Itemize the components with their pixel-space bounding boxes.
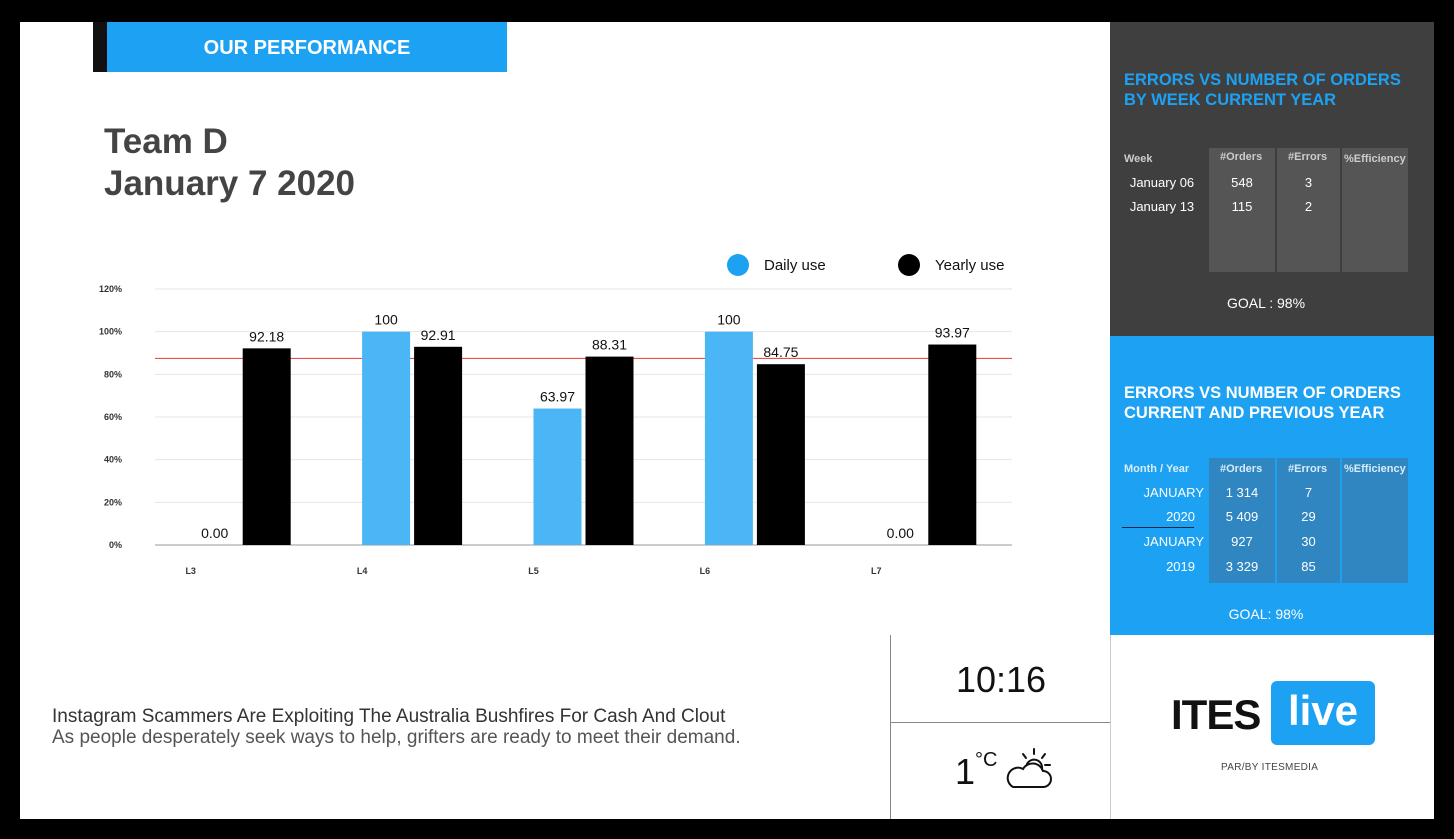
legend-yearly-label: Yearly use <box>935 256 1005 274</box>
temperature-unit: °C <box>975 749 998 771</box>
header-accent-bar <box>93 22 107 72</box>
report-date: January 7 2020 <box>104 164 356 203</box>
bar-daily <box>362 331 411 545</box>
news-headline: Instagram Scammers Are Exploiting The Au… <box>52 706 726 727</box>
data-label: 84.75 <box>763 344 798 360</box>
orders-column-bg <box>1209 148 1275 272</box>
weekly-errors-panel: ERRORS VS NUMBER OF ORDERS BY WEEK CURRE… <box>1110 22 1434 336</box>
bar-daily <box>533 408 582 545</box>
temperature-value: 1 <box>955 751 976 792</box>
table-cell-orders: 5 409 <box>1225 509 1259 524</box>
table-cell-orders: 927 <box>1231 534 1253 549</box>
bar-daily <box>704 331 753 545</box>
table-cell-orders: 115 <box>1231 199 1253 214</box>
weather-widget: 1 °C <box>890 723 1111 819</box>
partly-cloudy-icon <box>1006 748 1052 788</box>
section-tag: OUR PERFORMANCE <box>107 22 507 72</box>
logo-wordmark: ITES <box>1171 691 1261 738</box>
header-errors: #Errors <box>1288 151 1328 163</box>
data-label: 92.91 <box>421 327 456 343</box>
bar-yearly <box>414 346 463 545</box>
efficiency-column-bg <box>1342 148 1408 272</box>
data-label: 92.18 <box>249 328 284 344</box>
data-label: 93.97 <box>935 325 970 341</box>
table-cell-year: 2020 <box>1166 509 1195 524</box>
header-efficiency: %Efficiency <box>1344 153 1406 165</box>
brand-logo-panel: ITES live PAR/BY ITESMEDIA <box>1110 635 1434 819</box>
x-tick-label: L5 <box>528 566 539 576</box>
x-tick-label: L3 <box>185 566 196 576</box>
data-label: 100 <box>374 312 398 328</box>
table-cell-orders: 3 329 <box>1225 559 1259 574</box>
header-orders: #Orders <box>1220 151 1263 163</box>
y-tick-label: 120% <box>99 284 122 294</box>
news-subheadline: As people desperately seek ways to help,… <box>52 727 741 748</box>
orders-column-bg <box>1209 458 1275 583</box>
table-cell-month: JANUARY <box>1143 485 1204 500</box>
yearly-goal: GOAL: 98% <box>1228 606 1304 622</box>
bar-yearly <box>585 356 634 545</box>
legend-yearly-swatch <box>898 254 920 276</box>
y-tick-label: 0% <box>109 540 122 550</box>
bar-yearly <box>756 364 805 545</box>
table-cell-errors: 29 <box>1301 509 1316 524</box>
dashboard-screen: OUR PERFORMANCE Team D January 7 2020 Da… <box>20 22 1434 819</box>
y-tick-label: 80% <box>104 369 122 379</box>
logo-live-badge: live <box>1271 681 1375 745</box>
legend-daily: Daily use <box>727 254 826 276</box>
bar-yearly <box>242 348 291 545</box>
y-tick-label: 60% <box>104 412 122 422</box>
data-label: 63.97 <box>540 389 575 405</box>
yearly-panel-title: ERRORS VS NUMBER OF ORDERS CURRENT AND P… <box>1124 384 1401 422</box>
header-errors: #Errors <box>1288 463 1328 475</box>
data-label: 0.00 <box>201 525 228 541</box>
data-label: 88.31 <box>592 337 627 353</box>
table-cell-week: January 06 <box>1129 175 1195 190</box>
team-title: Team D <box>104 122 228 161</box>
legend-daily-swatch <box>727 254 749 276</box>
row-divider <box>1122 527 1194 528</box>
table-cell-errors: 7 <box>1304 485 1313 500</box>
legend-yearly: Yearly use <box>898 254 1005 276</box>
y-tick-label: 20% <box>104 497 122 507</box>
header-efficiency: %Efficiency <box>1344 463 1406 475</box>
table-cell-errors: 30 <box>1301 534 1316 549</box>
header-month-year: Month / Year <box>1124 463 1190 475</box>
bar-yearly <box>928 344 977 545</box>
header-week: Week <box>1124 153 1153 165</box>
logo-tagline: PAR/BY ITESMEDIA <box>1221 762 1319 773</box>
errors-column-bg <box>1277 148 1340 272</box>
weekly-panel-title: ERRORS VS NUMBER OF ORDERS BY WEEK CURRE… <box>1124 71 1401 109</box>
legend-daily-label: Daily use <box>764 256 826 274</box>
x-tick-label: L4 <box>357 566 368 576</box>
clock-time: 10:16 <box>955 659 1047 700</box>
clock-widget: 10:16 <box>890 635 1111 723</box>
data-label: 0.00 <box>887 525 914 541</box>
x-tick-label: L6 <box>700 566 711 576</box>
table-cell-month: JANUARY <box>1143 534 1204 549</box>
yearly-errors-panel: ERRORS VS NUMBER OF ORDERS CURRENT AND P… <box>1110 336 1434 635</box>
performance-bar-chart: 0% 20% 40% 60% 80% 100% 120% 0.00 92.18 L3 100 92.9… <box>99 284 1012 576</box>
weekly-goal: GOAL : 98% <box>1226 295 1306 311</box>
table-cell-year: 2019 <box>1166 559 1195 574</box>
y-tick-label: 40% <box>104 455 122 465</box>
table-cell-orders: 548 <box>1231 175 1253 190</box>
data-label: 100 <box>717 312 741 328</box>
errors-column-bg <box>1277 458 1340 583</box>
efficiency-column-bg <box>1342 458 1408 583</box>
table-cell-errors: 85 <box>1301 559 1316 574</box>
y-tick-label: 100% <box>99 327 122 337</box>
table-cell-orders: 1 314 <box>1225 485 1259 500</box>
table-cell-errors: 2 <box>1304 199 1313 214</box>
table-cell-week: January 13 <box>1129 199 1195 214</box>
x-tick-label: L7 <box>871 566 882 576</box>
table-cell-errors: 3 <box>1304 175 1313 190</box>
header-orders: #Orders <box>1220 463 1263 475</box>
